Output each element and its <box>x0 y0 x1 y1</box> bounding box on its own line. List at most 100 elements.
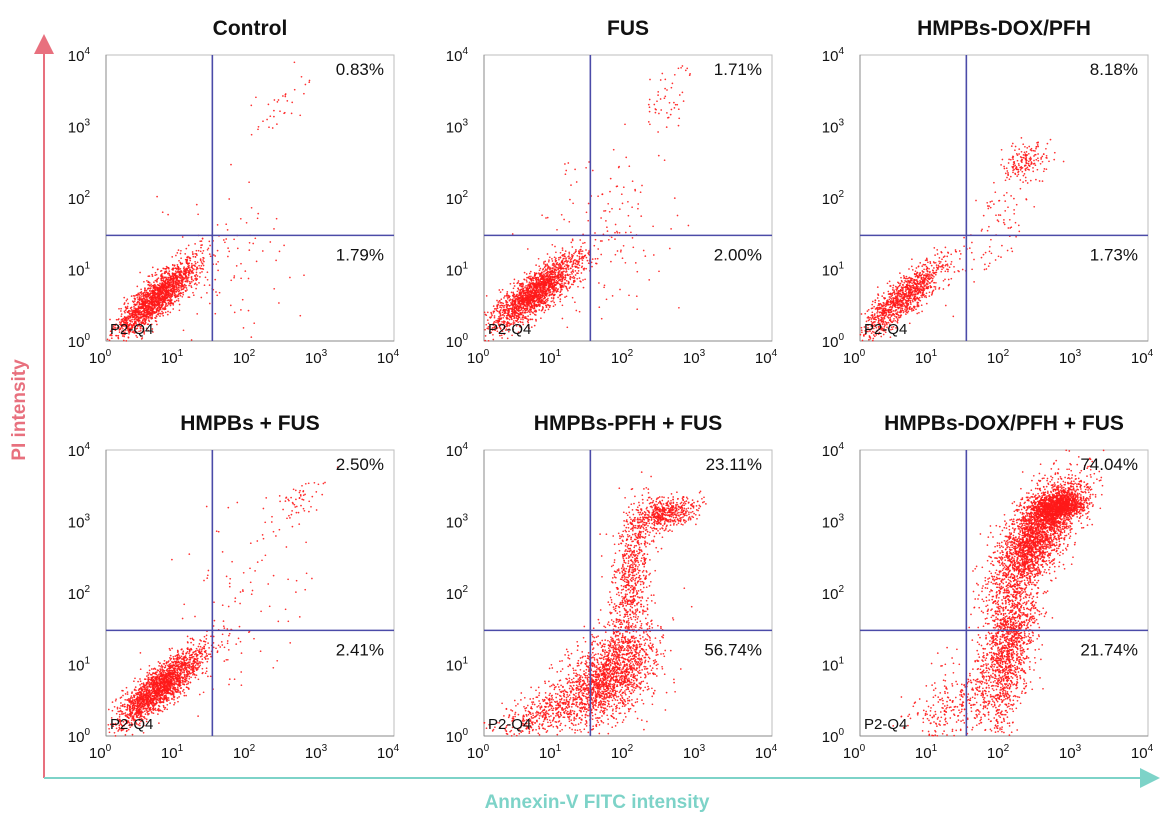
scatter-point <box>240 309 242 311</box>
scatter-point <box>151 266 154 269</box>
scatter-point <box>212 254 215 256</box>
scatter-point <box>563 260 566 263</box>
scatter-point <box>133 307 136 309</box>
scatter-point <box>194 275 197 278</box>
scatter-point <box>530 302 532 305</box>
scatter-point <box>890 314 893 316</box>
scatter-point <box>535 272 538 275</box>
scatter-point <box>528 281 531 284</box>
scatter-point <box>883 311 886 314</box>
scatter-point <box>192 279 195 282</box>
scatter-point <box>897 281 899 284</box>
scatter-point <box>503 295 506 297</box>
scatter-point <box>544 260 547 263</box>
scatter-point <box>563 257 565 260</box>
scatter-point <box>913 289 916 292</box>
scatter-point <box>541 281 544 283</box>
scatter-point <box>563 265 566 268</box>
scatter-point <box>593 244 596 247</box>
scatter-point <box>928 295 931 297</box>
scatter-point <box>656 100 658 103</box>
scatter-point <box>572 263 575 265</box>
scatter-point <box>120 315 123 318</box>
scatter-point <box>539 275 541 277</box>
scatter-point <box>890 308 893 311</box>
scatter-point <box>657 91 660 93</box>
scatter-point <box>553 301 556 304</box>
scatter-point <box>921 292 924 294</box>
scatter-point <box>678 117 681 120</box>
scatter-point <box>905 292 908 294</box>
scatter-point <box>558 258 560 261</box>
scatter-point <box>533 289 536 292</box>
scatter-point <box>140 298 143 301</box>
scatter-point <box>916 296 918 299</box>
scatter-point <box>499 306 501 309</box>
scatter-point <box>642 249 645 252</box>
scatter-point <box>528 272 531 275</box>
scatter-point <box>284 93 287 96</box>
scatter-point <box>153 292 156 295</box>
scatter-point <box>582 286 585 289</box>
scatter-point <box>244 270 247 272</box>
y-tick-label: 100 <box>446 332 469 351</box>
scatter-point <box>520 318 522 320</box>
scatter-point <box>652 254 655 256</box>
scatter-point <box>179 273 181 276</box>
scatter-point <box>543 293 546 295</box>
scatter-point <box>947 252 950 254</box>
scatter-point <box>175 254 177 257</box>
scatter-point <box>492 338 495 341</box>
scatter-point <box>533 324 536 327</box>
scatter-point <box>177 286 180 289</box>
scatter-point <box>521 285 524 288</box>
scatter-point <box>149 287 152 289</box>
scatter-point <box>536 298 539 301</box>
scatter-point <box>293 88 296 91</box>
scatter-point <box>910 265 913 268</box>
scatter-point <box>257 125 260 128</box>
scatter-point <box>580 257 583 260</box>
scatter-point <box>185 247 188 250</box>
scatter-point <box>561 304 564 307</box>
scatter-point <box>196 313 199 315</box>
scatter-point <box>152 296 155 299</box>
scatter-point <box>533 291 535 294</box>
scatter-point <box>648 106 651 109</box>
scatter-point <box>201 237 204 240</box>
scatter-point <box>595 262 598 265</box>
scatter-point <box>194 260 196 263</box>
scatter-point <box>926 267 928 270</box>
quadrant-lower-right-value: 2.00% <box>714 245 762 264</box>
scatter-point <box>179 268 182 270</box>
scatter-point <box>544 272 547 275</box>
scatter-point <box>535 277 538 279</box>
scatter-point <box>561 288 563 291</box>
scatter-point <box>486 311 489 314</box>
scatter-point <box>886 299 889 302</box>
scatter-point <box>627 214 630 217</box>
scatter-point <box>529 298 532 301</box>
scatter-point <box>250 336 253 338</box>
scatter-point <box>160 295 163 298</box>
scatter-point <box>544 280 547 283</box>
scatter-point <box>578 264 581 267</box>
scatter-point <box>513 285 516 287</box>
scatter-point <box>607 202 610 205</box>
scatter-point <box>256 217 259 220</box>
scatter-point <box>571 276 574 279</box>
scatter-point <box>148 305 151 307</box>
scatter-point <box>177 295 180 297</box>
scatter-point <box>898 284 901 287</box>
scatter-point <box>925 302 928 305</box>
scatter-point <box>173 292 176 295</box>
scatter-point <box>586 259 589 262</box>
scatter-point <box>141 310 144 313</box>
scatter-point <box>577 267 580 269</box>
scatter-point <box>670 108 673 111</box>
scatter-point <box>141 292 144 295</box>
scatter-point <box>618 208 621 210</box>
scatter-point <box>663 97 666 100</box>
scatter-point <box>129 313 131 316</box>
scatter-point <box>907 292 910 294</box>
